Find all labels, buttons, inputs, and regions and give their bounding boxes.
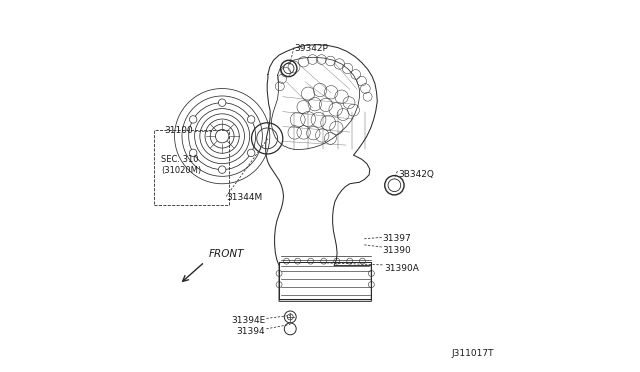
Circle shape (218, 99, 226, 106)
Text: 31394: 31394 (237, 327, 266, 336)
Circle shape (248, 149, 255, 157)
Circle shape (189, 149, 197, 157)
Text: SEC. 310
(31020M): SEC. 310 (31020M) (161, 155, 201, 175)
Circle shape (360, 258, 365, 264)
Text: 3B342Q: 3B342Q (398, 170, 434, 179)
Circle shape (189, 116, 197, 123)
Circle shape (294, 258, 301, 264)
Text: 31344M: 31344M (227, 193, 262, 202)
Circle shape (308, 258, 314, 264)
Circle shape (284, 258, 289, 264)
Circle shape (276, 282, 282, 288)
Circle shape (369, 282, 374, 288)
Text: 31394E: 31394E (231, 316, 266, 325)
Circle shape (334, 258, 340, 264)
Circle shape (347, 258, 353, 264)
Circle shape (276, 270, 282, 276)
Text: 31100: 31100 (164, 126, 193, 135)
Circle shape (248, 116, 255, 123)
Circle shape (369, 270, 374, 276)
Text: J311017T: J311017T (452, 349, 494, 358)
Text: 39342P: 39342P (294, 44, 328, 53)
Circle shape (218, 166, 226, 173)
Text: FRONT: FRONT (209, 249, 244, 259)
Text: 31390: 31390 (383, 246, 412, 255)
Text: 31390A: 31390A (384, 264, 419, 273)
Circle shape (321, 258, 326, 264)
Text: 31397: 31397 (383, 234, 412, 243)
